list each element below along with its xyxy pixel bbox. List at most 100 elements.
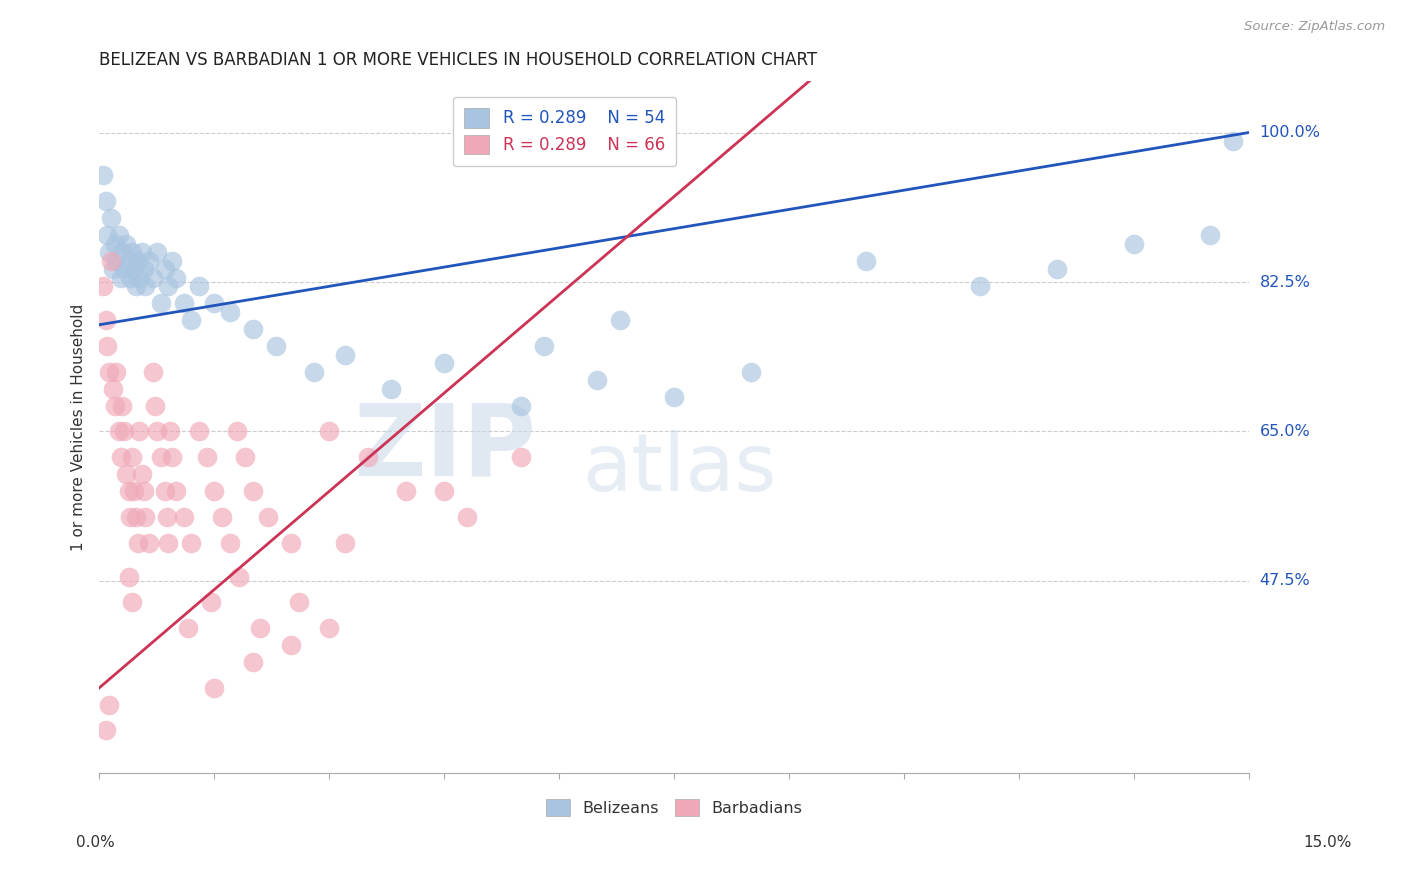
Point [1122, 236, 1144, 251]
Point [100, 253, 122, 268]
Text: 15.0%: 15.0% [1303, 836, 1351, 850]
Y-axis label: 1 or more Vehicles in Household: 1 or more Vehicles in Household [72, 303, 86, 551]
Point [115, 467, 138, 482]
Point [107, 425, 129, 439]
Point [134, 279, 156, 293]
Point [280, 535, 302, 549]
Point [138, 535, 160, 549]
Legend: Belizeans, Barbadians: Belizeans, Barbadians [537, 791, 810, 824]
Point [157, 279, 180, 293]
Point [121, 245, 143, 260]
Point [149, 450, 172, 464]
Point [94, 194, 117, 208]
Text: Source: ZipAtlas.com: Source: ZipAtlas.com [1244, 20, 1385, 33]
Point [165, 270, 187, 285]
Point [120, 509, 142, 524]
Point [146, 245, 169, 260]
Point [104, 236, 127, 251]
Point [122, 262, 145, 277]
Point [380, 382, 402, 396]
Point [509, 399, 531, 413]
Point [318, 425, 340, 439]
Point [195, 450, 218, 464]
Point [202, 681, 225, 695]
Point [125, 279, 148, 293]
Point [287, 595, 309, 609]
Text: 82.5%: 82.5% [1260, 275, 1310, 290]
Point [149, 296, 172, 310]
Text: 47.5%: 47.5% [1260, 574, 1310, 589]
Point [242, 322, 264, 336]
Point [105, 365, 128, 379]
Point [156, 509, 179, 524]
Point [318, 621, 340, 635]
Point [125, 509, 148, 524]
Point [242, 655, 264, 669]
Point [91, 169, 114, 183]
Text: 0.0%: 0.0% [76, 836, 115, 850]
Point [395, 484, 418, 499]
Text: BELIZEAN VS BARBADIAN 1 OR MORE VEHICLES IN HOUSEHOLD CORRELATION CHART: BELIZEAN VS BARBADIAN 1 OR MORE VEHICLES… [100, 51, 817, 69]
Point [96, 339, 118, 353]
Point [110, 270, 132, 285]
Point [211, 509, 233, 524]
Point [218, 305, 240, 319]
Point [180, 535, 202, 549]
Point [264, 339, 287, 353]
Point [146, 425, 169, 439]
Point [127, 253, 149, 268]
Point [94, 313, 117, 327]
Point [662, 390, 685, 404]
Text: atlas: atlas [582, 430, 776, 508]
Point [188, 279, 211, 293]
Point [218, 535, 240, 549]
Point [127, 535, 149, 549]
Point [160, 450, 183, 464]
Point [433, 356, 456, 370]
Text: ZIP: ZIP [353, 400, 536, 497]
Point [160, 253, 183, 268]
Point [111, 245, 134, 260]
Point [228, 569, 250, 583]
Point [117, 484, 139, 499]
Point [188, 425, 211, 439]
Point [509, 450, 531, 464]
Point [128, 270, 150, 285]
Point [117, 253, 139, 268]
Point [226, 425, 249, 439]
Point [456, 509, 478, 524]
Point [173, 509, 195, 524]
Point [202, 296, 225, 310]
Point [115, 236, 138, 251]
Text: 65.0%: 65.0% [1260, 424, 1310, 439]
Point [105, 253, 128, 268]
Point [855, 253, 877, 268]
Point [1046, 262, 1069, 277]
Point [176, 621, 198, 635]
Point [180, 313, 202, 327]
Point [97, 365, 120, 379]
Point [100, 211, 122, 225]
Point [433, 484, 456, 499]
Point [333, 535, 356, 549]
Point [609, 313, 631, 327]
Point [302, 365, 325, 379]
Point [131, 467, 153, 482]
Point [128, 425, 150, 439]
Point [533, 339, 555, 353]
Point [117, 569, 139, 583]
Point [280, 638, 302, 652]
Point [142, 365, 165, 379]
Point [94, 723, 117, 738]
Point [202, 484, 225, 499]
Point [112, 425, 135, 439]
Point [132, 484, 155, 499]
Point [107, 228, 129, 243]
Point [142, 270, 165, 285]
Point [249, 621, 271, 635]
Point [120, 270, 142, 285]
Point [586, 373, 609, 387]
Point [111, 399, 134, 413]
Point [165, 484, 187, 499]
Point [242, 484, 264, 499]
